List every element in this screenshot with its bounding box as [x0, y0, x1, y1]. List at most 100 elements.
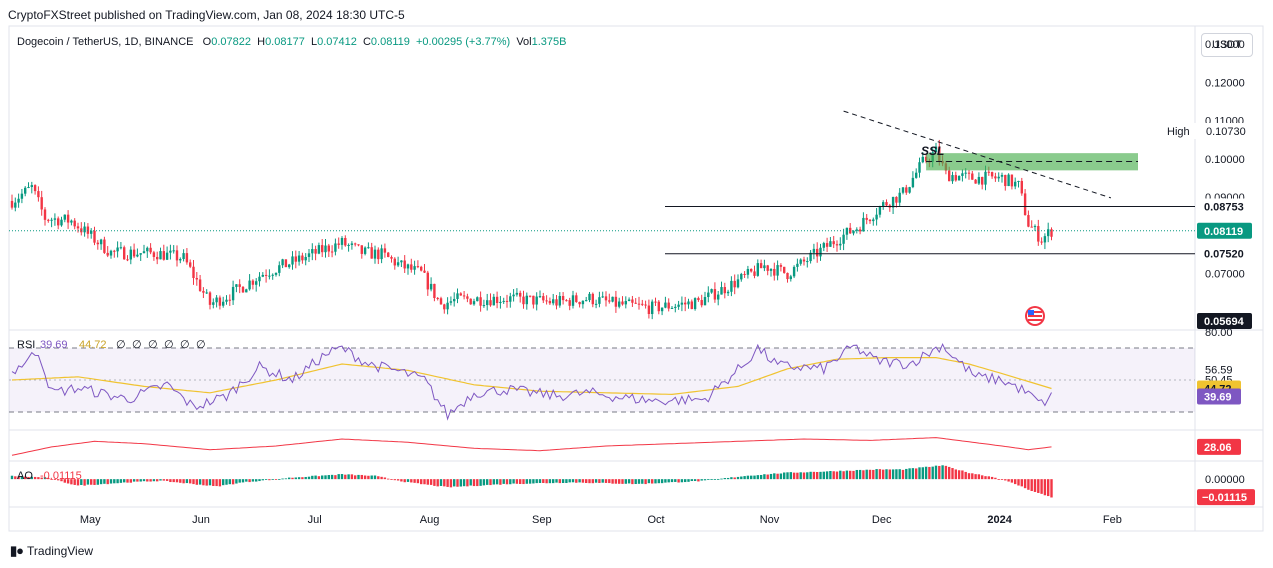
- candle-body: [24, 187, 27, 194]
- candle-body: [971, 173, 974, 180]
- candle-body: [957, 175, 961, 181]
- ao-bar: [182, 479, 185, 484]
- ao-bar: [380, 476, 383, 480]
- candle-body: [908, 187, 911, 193]
- rsi-band: [9, 348, 1195, 412]
- candle-body: [588, 293, 591, 301]
- low-label: L: [310, 36, 318, 48]
- ao-bar: [621, 479, 624, 484]
- ao-bar: [700, 479, 703, 481]
- candle-body: [330, 251, 334, 253]
- ao-bar: [1010, 479, 1014, 483]
- candle-body: [165, 252, 169, 260]
- ao-bar: [865, 469, 868, 480]
- ao-bar: [974, 474, 977, 480]
- us-flag-icon[interactable]: [1025, 306, 1045, 326]
- currency-button[interactable]: USDT: [1201, 33, 1253, 57]
- ao-bar: [660, 479, 664, 484]
- candle-body: [410, 264, 413, 270]
- ao-bar: [1037, 479, 1040, 493]
- ao-bar: [951, 468, 954, 480]
- candle-body: [390, 256, 393, 259]
- ao-bar: [413, 479, 416, 483]
- ao-bar: [24, 476, 27, 480]
- candle-body: [990, 172, 994, 177]
- ao-bar: [1014, 479, 1017, 485]
- rsi-legend-empty-2: ∅: [132, 339, 142, 351]
- candle-body: [538, 296, 542, 298]
- rsi-legend-empty-3: ∅: [148, 339, 158, 351]
- ao-bar: [80, 479, 83, 485]
- ao-legend-value: -0.01115: [40, 470, 82, 482]
- ao-bar: [796, 472, 799, 480]
- ao-bar: [321, 475, 324, 480]
- ao-bar: [957, 470, 961, 480]
- rsi-pane: [11, 342, 1052, 421]
- ao-bar: [443, 479, 446, 487]
- candle-body: [297, 255, 301, 262]
- ao-bar: [882, 469, 885, 480]
- candle-body: [73, 220, 76, 227]
- ao-tick-label: 0.00000: [1205, 474, 1245, 486]
- ao-bar: [654, 479, 657, 484]
- ao-bar: [456, 479, 459, 487]
- ao-bar: [608, 479, 611, 484]
- ao-bar: [542, 479, 545, 483]
- candle-body: [802, 259, 806, 262]
- candle-body: [875, 214, 878, 220]
- ao-bar: [139, 479, 142, 482]
- ao-bar: [172, 479, 175, 483]
- ao-bar: [964, 471, 967, 480]
- ao-bar: [690, 479, 693, 482]
- ao-legend-label: AO: [17, 470, 33, 482]
- ao-bar: [238, 479, 241, 483]
- x-tick-label: Sep: [532, 514, 552, 526]
- ao-bar: [674, 479, 677, 482]
- rsi-tick-label: 80.00: [1205, 327, 1233, 339]
- symbol-name[interactable]: Dogecoin / TetherUS, 1D, BINANCE: [17, 36, 194, 48]
- candle-body: [703, 297, 707, 306]
- candle-body: [565, 300, 568, 302]
- level-badge-upper-bg: [1197, 198, 1252, 215]
- high-value: 0.10730: [1206, 126, 1246, 138]
- ao-bar: [482, 479, 486, 486]
- ao-bar: [538, 479, 542, 483]
- candle-body: [222, 301, 225, 306]
- ao-bar: [773, 473, 776, 480]
- ao-bar: [268, 479, 271, 481]
- candle-body: [961, 173, 964, 176]
- candle-body: [822, 243, 825, 248]
- ao-bar: [367, 475, 370, 480]
- ao-bar: [76, 479, 80, 486]
- candle-body: [512, 294, 515, 297]
- candle-body: [1043, 236, 1047, 243]
- candle-body: [416, 266, 420, 268]
- candle-body: [1020, 180, 1023, 194]
- candle-body: [172, 250, 175, 252]
- candle-body: [627, 299, 631, 302]
- ao-bar: [756, 475, 759, 480]
- candle-body: [1004, 174, 1007, 187]
- ao-bar: [449, 479, 453, 488]
- ao-bar: [941, 465, 944, 480]
- ao-bar: [149, 479, 152, 482]
- candle-body: [63, 214, 66, 220]
- candle-body: [109, 250, 113, 256]
- candle-body: [637, 303, 641, 305]
- footer-brand[interactable]: TradingView: [27, 544, 94, 558]
- level-badge-lower: 0.07520: [1204, 249, 1244, 261]
- ao-bar: [406, 479, 410, 482]
- ao-bar: [258, 479, 261, 482]
- ao-bar: [347, 474, 350, 480]
- candle-body: [119, 247, 123, 249]
- candle-body: [954, 175, 957, 181]
- ao-bar: [307, 476, 311, 480]
- ao-bar: [225, 479, 228, 485]
- ao-bar: [885, 469, 888, 480]
- candle-body: [334, 243, 337, 252]
- ao-bar: [835, 471, 839, 480]
- ao-bar: [878, 469, 882, 480]
- candle-body: [156, 256, 159, 260]
- ao-bar: [1017, 479, 1020, 486]
